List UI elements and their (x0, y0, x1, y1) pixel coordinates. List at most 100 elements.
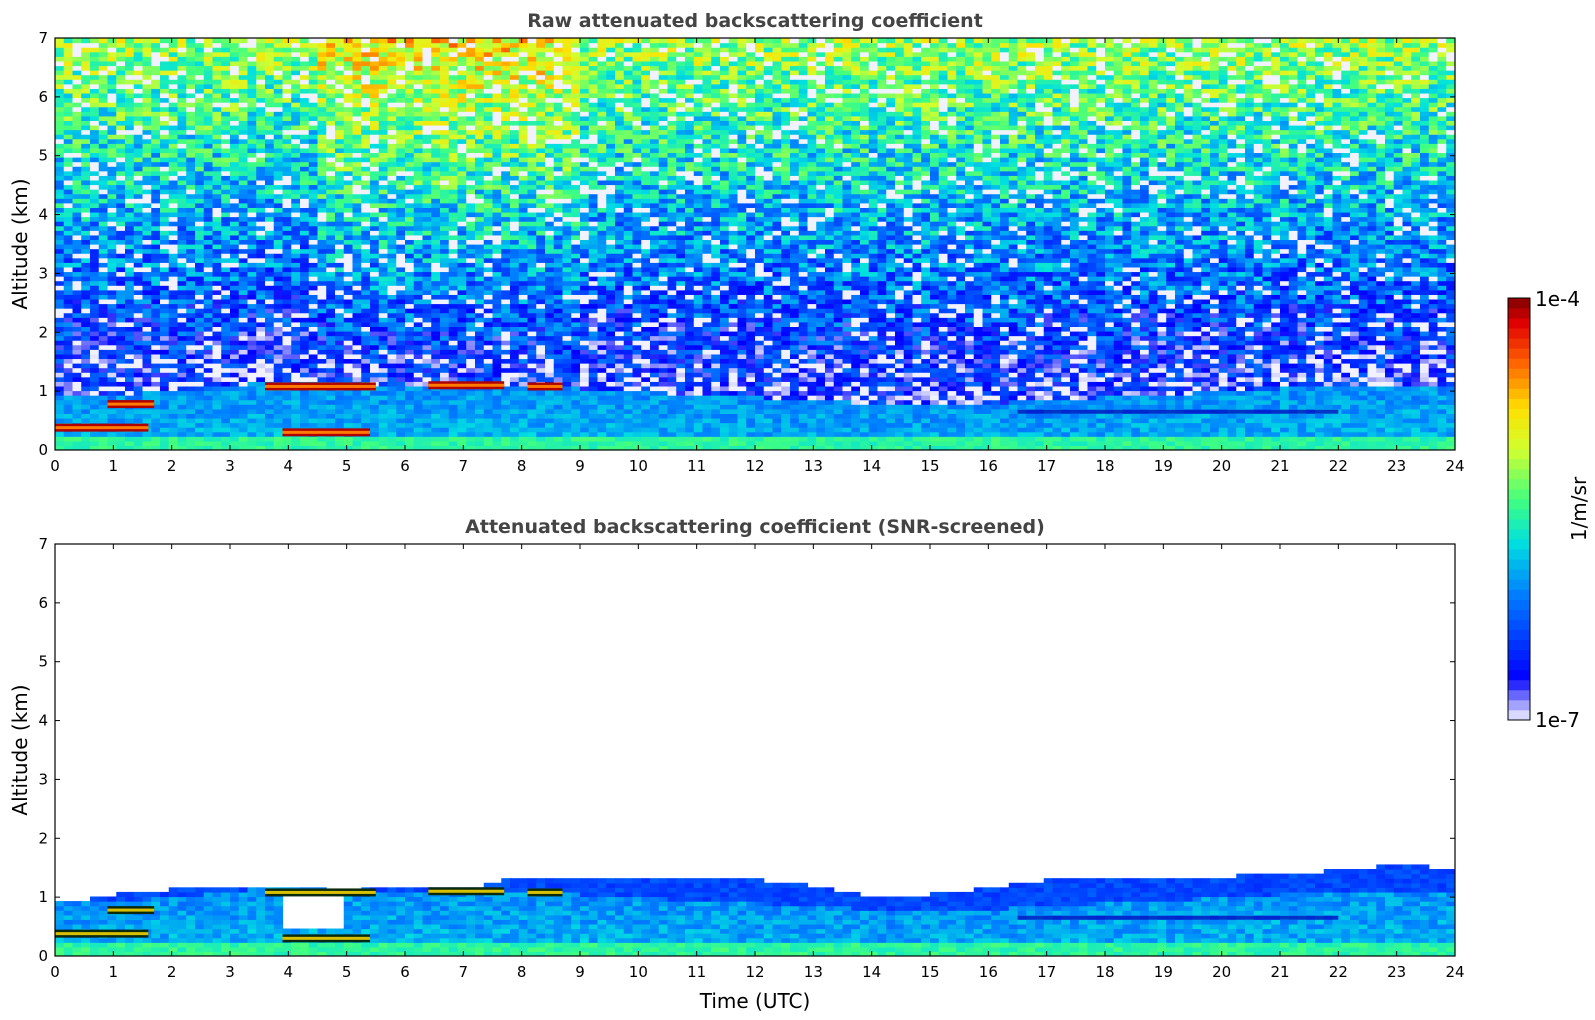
heatmap-cell (107, 395, 117, 401)
heatmap-cell (116, 417, 126, 424)
heatmap-cell (212, 216, 222, 222)
heatmap-cell (107, 198, 117, 204)
heatmap-cell (483, 303, 494, 309)
heatmap-cell (107, 294, 117, 300)
heatmap-cell (168, 129, 179, 135)
heatmap-cell (90, 221, 100, 227)
heatmap-cell (343, 124, 354, 131)
heatmap-cell (90, 294, 100, 300)
heatmap-cell (116, 266, 126, 273)
heatmap-cell (212, 395, 222, 401)
heatmap-cell (203, 143, 214, 149)
heatmap-cell (90, 70, 100, 76)
heatmap-cell (457, 326, 467, 332)
heatmap-cell (405, 211, 415, 218)
heatmap-cell (160, 166, 170, 172)
heatmap-cell (308, 395, 319, 401)
heatmap-cell (396, 221, 406, 227)
heatmap-cell (527, 56, 537, 62)
heatmap-cell (361, 367, 371, 373)
heatmap-cell (335, 65, 345, 71)
heatmap-cell (133, 92, 144, 99)
heatmap-cell (151, 120, 161, 126)
heatmap-cell (256, 363, 266, 369)
heatmap-cell (492, 303, 502, 309)
heatmap-cell (387, 404, 397, 410)
heatmap-cell (483, 404, 494, 410)
heatmap-cell (448, 74, 459, 80)
heatmap-cell (405, 349, 415, 355)
heatmap-cell (387, 298, 397, 305)
heatmap-cell (133, 56, 144, 62)
heatmap-cell (55, 184, 65, 190)
heatmap-cell (431, 289, 441, 295)
heatmap-cell (151, 124, 161, 131)
heatmap-cell (510, 413, 520, 419)
heatmap-cell (440, 262, 450, 268)
heatmap-cell (466, 97, 476, 103)
heatmap-cell (291, 202, 301, 208)
heatmap-cell (308, 330, 319, 337)
heatmap-cell (335, 189, 345, 195)
heatmap-cell (160, 321, 170, 327)
heatmap-cell (343, 170, 354, 176)
heatmap-cell (291, 234, 301, 241)
heatmap-cell (431, 184, 441, 190)
heatmap-cell (343, 395, 354, 401)
heatmap-cell (413, 225, 424, 231)
heatmap-cell (370, 134, 380, 140)
heatmap-cell (300, 262, 310, 268)
heatmap-cell (125, 120, 135, 126)
heatmap-cell (230, 330, 240, 337)
heatmap-cell (186, 440, 196, 447)
heatmap-cell (107, 193, 117, 199)
heatmap-cell (422, 408, 432, 414)
heatmap-cell (440, 266, 450, 273)
heatmap-cell (265, 285, 275, 291)
heatmap-cell (107, 157, 117, 163)
heatmap-cell (116, 92, 126, 99)
heatmap-cell (168, 65, 179, 71)
heatmap-cell (300, 285, 310, 291)
heatmap-cell (72, 70, 82, 76)
heatmap-cell (168, 404, 179, 410)
heatmap-cell (63, 207, 74, 213)
heatmap-cell (291, 395, 301, 401)
heatmap-cell (475, 138, 485, 144)
heatmap-cell (352, 358, 362, 364)
heatmap-cell (308, 399, 319, 405)
heatmap-cell (291, 294, 301, 300)
heatmap-cell (247, 175, 257, 181)
heatmap-cell (405, 440, 415, 447)
heatmap-cell (483, 193, 494, 199)
heatmap-cell (300, 244, 310, 250)
heatmap-cell (90, 330, 100, 337)
heatmap-cell (186, 157, 196, 163)
heatmap-cell (510, 244, 520, 250)
heatmap-cell (177, 179, 187, 186)
heatmap-cell (81, 376, 91, 382)
heatmap-cell (133, 134, 144, 140)
heatmap-cell (98, 436, 109, 442)
heatmap-cell (151, 248, 161, 254)
heatmap-cell (221, 376, 231, 382)
heatmap-cell (448, 326, 459, 332)
heatmap-cell (413, 207, 424, 213)
heatmap-cell (510, 317, 520, 323)
heatmap-cell (483, 170, 494, 176)
heatmap-cell (308, 349, 319, 355)
heatmap-cell (326, 157, 336, 163)
heatmap-cell (370, 321, 380, 327)
heatmap-cell (160, 79, 170, 85)
heatmap-cell (230, 239, 240, 245)
heatmap-cell (326, 326, 336, 332)
heatmap-cell (230, 74, 240, 80)
heatmap-cell (413, 70, 424, 76)
heatmap-cell (247, 294, 257, 300)
heatmap-cell (98, 317, 109, 323)
heatmap-cell (160, 161, 170, 167)
heatmap-cell (483, 129, 494, 135)
heatmap-cell (518, 184, 529, 190)
heatmap-cell (81, 102, 91, 108)
heatmap-cell (90, 179, 100, 186)
